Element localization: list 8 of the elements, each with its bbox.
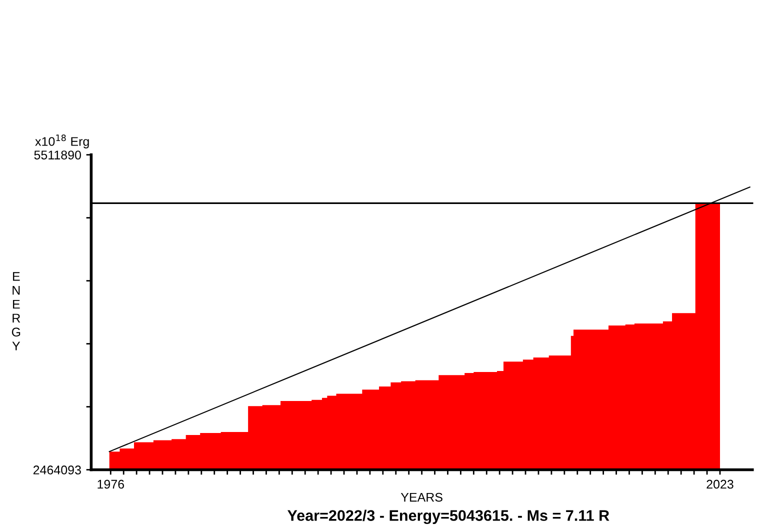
x-axis-title: YEARS	[400, 492, 442, 502]
y-tick-label: 5511890	[34, 150, 81, 160]
text: x10$^{18}$ Erg	[35, 134, 89, 148]
text: Year=2022/3 - Energy=5043615. - Ms = 7.11 R	[288, 510, 610, 524]
y-axis-title: ENERGY	[12, 272, 20, 350]
y-tick-label: 2464093	[33, 466, 81, 474]
x-tick-label: 1976	[98, 480, 124, 489]
x-tick-label: 2023	[706, 480, 734, 489]
